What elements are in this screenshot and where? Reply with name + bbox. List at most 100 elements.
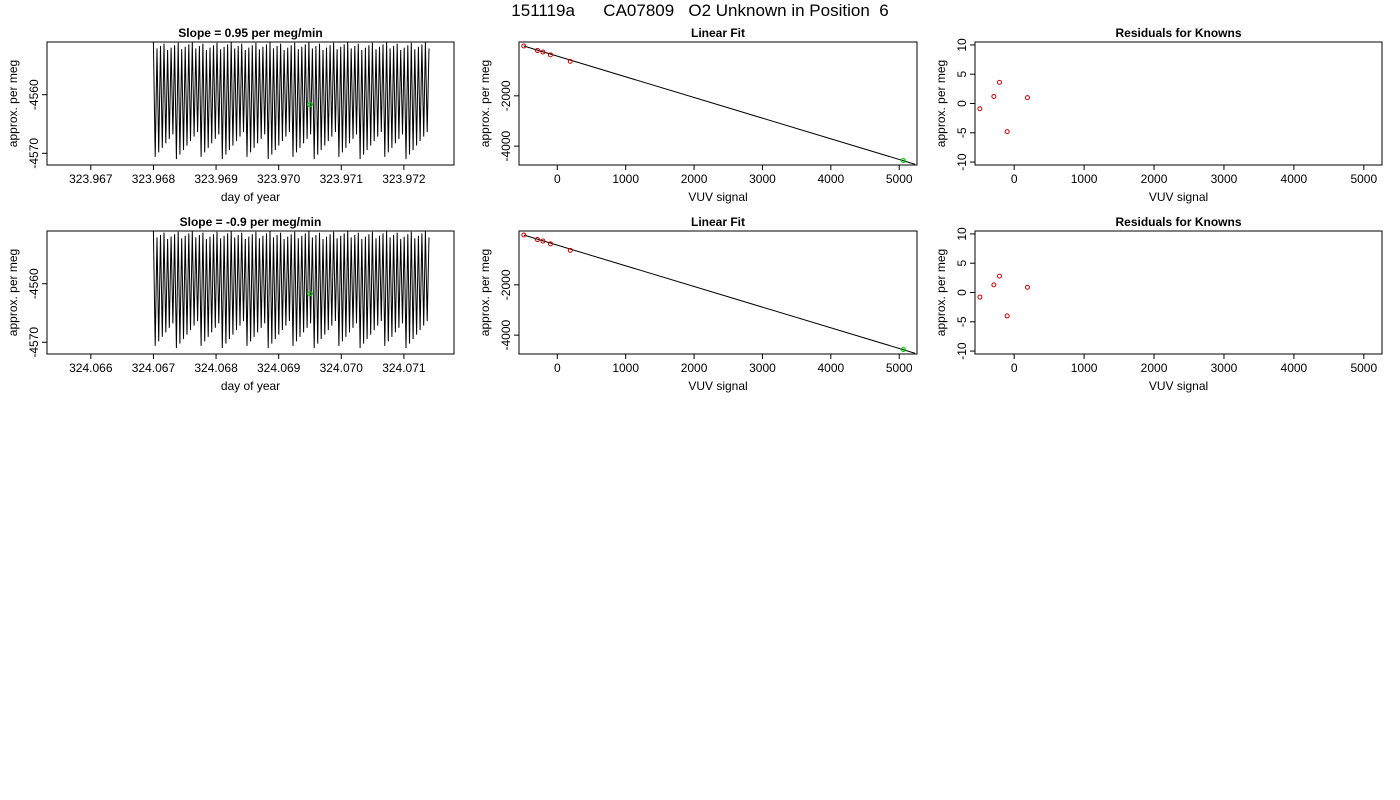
y-tick-label: -4570 xyxy=(27,327,41,358)
x-tick-label: 5000 xyxy=(1350,172,1377,186)
x-tick-label: 0 xyxy=(554,172,561,186)
known-point xyxy=(996,79,1002,85)
fit-line xyxy=(523,45,916,165)
data-layer xyxy=(977,273,1030,319)
x-axis-label: day of year xyxy=(221,379,280,393)
x-tick-label: 1000 xyxy=(1071,172,1098,186)
plot-frame xyxy=(974,230,1383,355)
known-point xyxy=(521,232,527,238)
x-tick-label: 324.068 xyxy=(194,361,238,375)
data-layer xyxy=(152,231,430,349)
x-tick-label: 1000 xyxy=(612,172,639,186)
x-tick-label: 0 xyxy=(554,361,561,375)
x-axis-label: VUV signal xyxy=(688,379,747,393)
oscillation-trace xyxy=(152,231,430,349)
known-point xyxy=(1024,95,1030,101)
chart-title: Linear Fit xyxy=(691,26,745,40)
x-tick-label: 2000 xyxy=(1141,172,1168,186)
x-tick-label: 324.071 xyxy=(382,361,426,375)
data-layer xyxy=(152,42,430,160)
x-tick-label: 324.066 xyxy=(69,361,113,375)
y-tick-label: 10 xyxy=(955,227,969,241)
x-tick-label: 324.070 xyxy=(320,361,364,375)
x-tick-label: 324.067 xyxy=(132,361,176,375)
y-axis-label: approx. per meg xyxy=(478,249,492,336)
x-axis-label: day of year xyxy=(221,190,280,204)
known-point xyxy=(567,247,573,253)
y-tick-label: 0 xyxy=(955,289,969,296)
x-tick-label: 323.970 xyxy=(257,172,301,186)
x-tick-label: 3000 xyxy=(1211,172,1238,186)
unknown-point xyxy=(900,346,906,353)
y-tick-label: -5 xyxy=(955,316,969,327)
chart-panel-3: Residuals for Knowns 0 1000 2000 3000 4000 500… xyxy=(934,26,1383,204)
y-tick-label: -4570 xyxy=(27,138,41,169)
chart-title: Slope = 0.95 per meg/min xyxy=(178,26,322,40)
y-tick-label: 5 xyxy=(955,260,969,267)
y-axis-label: approx. per meg xyxy=(478,60,492,147)
plot-frame xyxy=(974,41,1383,166)
unknown-marker xyxy=(307,102,313,108)
y-tick-label: -2000 xyxy=(499,80,513,111)
x-tick-label: 5000 xyxy=(886,172,913,186)
chart-panel-6: Residuals for Knowns 0 1000 2000 3000 4000 500… xyxy=(934,215,1383,393)
y-tick-label: -4560 xyxy=(27,79,41,110)
y-axis-label: approx. per meg xyxy=(934,60,948,147)
data-layer xyxy=(977,79,1030,135)
x-tick-label: 0 xyxy=(1011,361,1018,375)
x-tick-label: 1000 xyxy=(1071,361,1098,375)
known-point xyxy=(977,106,983,112)
x-tick-label: 4000 xyxy=(817,172,844,186)
plot-frame xyxy=(46,41,455,166)
chart-title: Linear Fit xyxy=(691,215,745,229)
data-layer xyxy=(521,232,916,354)
y-axis-label: approx. per meg xyxy=(6,60,20,147)
known-point xyxy=(540,49,546,55)
y-tick-label: -10 xyxy=(955,342,969,360)
y-tick-label: -10 xyxy=(955,153,969,171)
y-tick-label: -4000 xyxy=(499,130,513,161)
x-tick-label: 3000 xyxy=(1211,361,1238,375)
known-point xyxy=(1024,284,1030,290)
x-tick-label: 4000 xyxy=(817,361,844,375)
x-tick-label: 323.972 xyxy=(382,172,426,186)
known-point xyxy=(521,43,527,49)
x-tick-label: 323.971 xyxy=(320,172,364,186)
unknown-point xyxy=(900,157,906,164)
unknown-marker xyxy=(307,291,313,297)
x-tick-label: 2000 xyxy=(681,172,708,186)
y-tick-label: 10 xyxy=(955,38,969,52)
x-tick-label: 1000 xyxy=(612,361,639,375)
page-title: 151119a CA07809 O2 Unknown in Position 6 xyxy=(511,1,889,20)
known-point xyxy=(991,93,997,99)
oscillation-trace xyxy=(152,42,430,160)
known-point xyxy=(991,282,997,288)
fit-line xyxy=(523,234,916,354)
x-axis-label: VUV signal xyxy=(688,190,747,204)
chart-title: Slope = -0.9 per meg/min xyxy=(180,215,322,229)
chart-panel-2: Linear Fit 0 1000 2000 3000 4000 5000 -2000 -400… xyxy=(478,26,918,204)
plot-frame xyxy=(46,230,455,355)
known-point xyxy=(996,273,1002,279)
y-tick-label: 5 xyxy=(955,71,969,78)
chart-title: Residuals for Knowns xyxy=(1115,26,1241,40)
plot-frame xyxy=(518,230,918,355)
known-point xyxy=(534,48,540,54)
known-point xyxy=(567,58,573,64)
x-tick-label: 324.069 xyxy=(257,361,301,375)
chart-title: Residuals for Knowns xyxy=(1115,215,1241,229)
x-tick-label: 2000 xyxy=(1141,361,1168,375)
x-tick-label: 3000 xyxy=(749,172,776,186)
known-point xyxy=(540,238,546,244)
known-point xyxy=(977,294,983,300)
x-tick-label: 3000 xyxy=(749,361,776,375)
known-point xyxy=(547,241,553,247)
y-tick-label: -2000 xyxy=(499,269,513,300)
plot-frame xyxy=(518,41,918,166)
y-tick-label: -4560 xyxy=(27,268,41,299)
known-point xyxy=(1004,129,1010,135)
chart-panel-5: Linear Fit 0 1000 2000 3000 4000 5000 -2000 -400… xyxy=(478,215,918,393)
x-tick-label: 2000 xyxy=(681,361,708,375)
y-tick-label: -4000 xyxy=(499,319,513,350)
